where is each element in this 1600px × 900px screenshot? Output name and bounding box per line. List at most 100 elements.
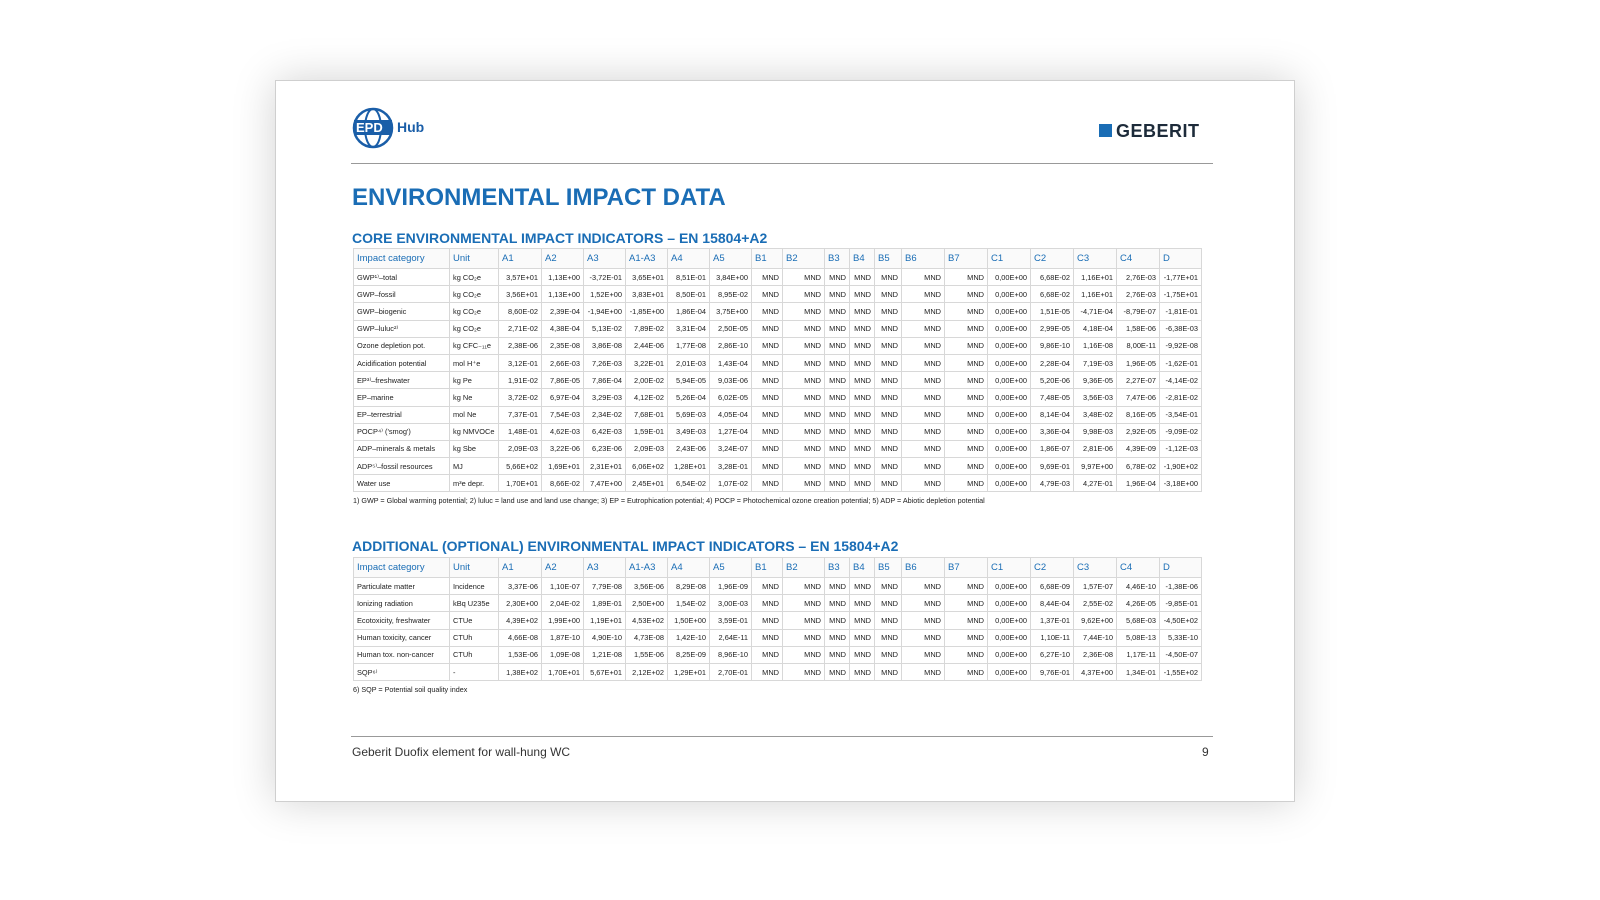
logo-hub: Hub [397,119,425,135]
cell-value: MND [874,405,902,424]
cell-value: MND [782,594,825,613]
cell-value: 1,91E-02 [498,371,542,390]
cell-value: 7,86E-04 [583,371,626,390]
cell-value: MND [901,353,945,373]
cell-value: MND [849,645,875,664]
cell-value: 2,66E-03 [541,353,584,373]
cell-value: MND [874,422,902,441]
cell-value: 0,00E+00 [987,285,1031,304]
cell-value: 4,46E-10 [1116,576,1160,596]
cell-value: MND [944,388,988,407]
row-label: Water use [353,474,450,493]
cell-value: 3,00E-03 [709,594,752,613]
cell-value: 0,00E+00 [987,405,1031,424]
cell-value: 1,13E+00 [541,267,584,287]
cell-value: 1,87E-10 [541,628,584,647]
cell-value: 1,52E+00 [583,285,626,304]
data-row: SQP⁶⁾ -1,38E+02 1,70E+01 5,67E+01 2,12E+02 1,… [353,662,1202,682]
cell-value: MND [824,336,850,355]
row-label: kBq U235e [449,594,499,613]
column-header: B2 [782,557,825,578]
cell-value: 1,50E+00 [667,611,710,630]
cell-value: MND [824,576,850,596]
cell-value: MND [751,611,783,630]
cell-value: MND [782,371,825,390]
data-row: Ionizing radiation kBq U235e 2,30E+00 2,04E… [353,594,1202,613]
cell-value: 4,37E+00 [1073,662,1117,682]
cell-value: MND [901,285,945,304]
cell-value: -9,92E-08 [1159,336,1202,355]
cell-value: 7,47E-06 [1116,388,1160,407]
cell-value: MND [849,405,875,424]
row-label: CTUh [449,628,499,647]
cell-value: 6,54E-02 [667,474,710,493]
cell-value: 3,48E-02 [1073,405,1117,424]
data-row: Ozone depletion pot. kg CFC₋₁₁e 2,38E-06 2,… [353,336,1202,355]
cell-value: 1,86E-07 [1030,439,1074,459]
cell-value: MND [824,302,850,321]
cell-value: 1,70E+01 [498,474,542,493]
cell-value: 3,57E+01 [498,267,542,287]
cell-value: 2,44E-06 [625,336,668,355]
row-label: kg NMVOCe [449,422,499,441]
cell-value: -3,18E+00 [1159,474,1202,493]
cell-value: 0,00E+00 [987,388,1031,407]
cell-value: 1,21E-08 [583,645,626,664]
cell-value: MND [901,474,945,493]
cell-value: MND [901,628,945,647]
cell-value: 8,66E-02 [541,474,584,493]
cell-value: 1,96E-04 [1116,474,1160,493]
cell-value: MND [824,645,850,664]
cell-value: 0,00E+00 [987,611,1031,630]
row-label: kg Pe [449,371,499,390]
row-label: POCP⁴⁾ ('smog') [353,422,450,441]
cell-value: 7,19E-03 [1073,353,1117,373]
cell-value: 1,27E-04 [709,422,752,441]
cell-value: -4,50E-07 [1159,645,1202,664]
cell-value: 8,29E-08 [667,576,710,596]
cell-value: MND [901,371,945,390]
cell-value: 3,37E-06 [498,576,542,596]
cell-value: -4,14E-02 [1159,371,1202,390]
row-label: mol H⁺e [449,353,499,373]
column-header: A3 [583,248,626,269]
header-row: Impact category Unit A1 A2 A3 A1-A3 A4 A5 B1 B2 B3… [353,557,1202,578]
row-label: m³e depr. [449,474,499,493]
cell-value: -1,38E-06 [1159,576,1202,596]
data-row: GWP¹⁾–total kg CO₂e 3,57E+01 1,13E+00 -3,72E… [353,267,1202,287]
cell-value: MND [824,319,850,338]
cell-value: 5,26E-04 [667,388,710,407]
cell-value: MND [751,319,783,338]
data-row: Particulate matter Incidence 3,37E-06 1,10E… [353,576,1202,596]
cell-value: 0,00E+00 [987,302,1031,321]
cell-value: 2,34E-02 [583,405,626,424]
cell-value: MND [824,457,850,476]
column-header: Unit [449,248,499,269]
cell-value: 2,36E-08 [1073,645,1117,664]
cell-value: -1,62E-01 [1159,353,1202,373]
cell-value: 2,12E+02 [625,662,668,682]
cell-value: MND [901,319,945,338]
cell-value: 0,00E+00 [987,336,1031,355]
cell-value: MND [944,422,988,441]
cell-value: 7,86E-05 [541,371,584,390]
cell-value: MND [782,611,825,630]
row-label: kg CO₂e [449,285,499,304]
footer-text: Geberit Duofix element for wall-hung WC [352,745,571,759]
cell-value: 7,48E-05 [1030,388,1074,407]
cell-value: 3,29E-03 [583,388,626,407]
column-header: C2 [1030,248,1074,269]
cell-value: MND [751,422,783,441]
cell-value: MND [824,611,850,630]
column-header: D [1159,557,1202,578]
cell-value: MND [824,594,850,613]
cell-value: MND [874,457,902,476]
row-label: Ecotoxicity, freshwater [353,611,450,630]
cell-value: 3,31E-04 [667,319,710,338]
cell-value: -1,55E+02 [1159,662,1202,682]
cell-value: -8,79E-07 [1116,302,1160,321]
cell-value: 0,00E+00 [987,267,1031,287]
cell-value: 7,44E-10 [1073,628,1117,647]
cell-value: 2,50E-05 [709,319,752,338]
cell-value: MND [901,422,945,441]
